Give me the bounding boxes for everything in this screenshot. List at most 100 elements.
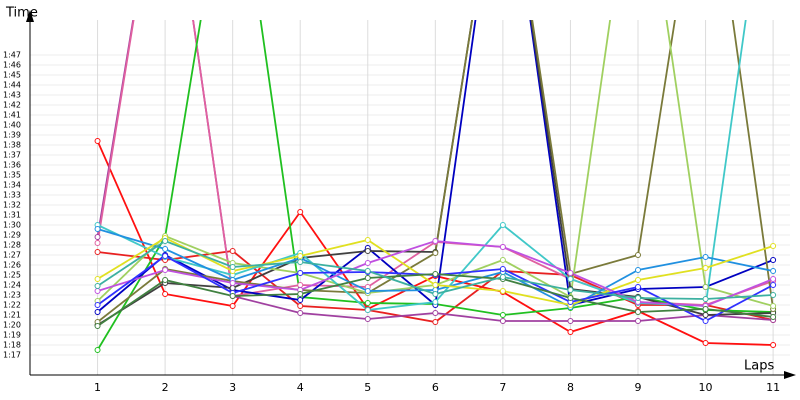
point [702, 284, 709, 290]
point [770, 243, 777, 249]
grid [30, 20, 790, 375]
x-tick-label: 10 [699, 381, 713, 394]
point [702, 254, 709, 260]
x-tick-label: 4 [297, 381, 304, 394]
point [432, 291, 439, 297]
point [702, 318, 709, 324]
point [432, 238, 439, 244]
y-tick-label: 1:21 [3, 311, 21, 320]
point [770, 282, 777, 288]
point [635, 318, 641, 324]
point [94, 138, 101, 144]
y-tick-label: 1:46 [3, 61, 21, 70]
y-tick-label: 1:36 [3, 161, 21, 170]
point [499, 257, 506, 263]
y-tick-label: 1:28 [3, 241, 21, 250]
point [297, 303, 304, 309]
point [229, 280, 236, 286]
point [94, 226, 101, 232]
point [162, 277, 169, 283]
point [364, 237, 371, 243]
y-tick-label: 1:19 [3, 331, 21, 340]
point [567, 318, 574, 324]
x-tick-label: 8 [567, 381, 574, 394]
point [94, 347, 101, 353]
point [229, 264, 236, 270]
point [94, 302, 101, 308]
point [635, 309, 641, 315]
x-tick-label: 1 [94, 381, 101, 394]
point [702, 312, 709, 318]
point [567, 287, 574, 293]
y-tick-label: 1:44 [3, 81, 21, 90]
y-tick-label: 1:25 [3, 271, 21, 280]
point [297, 259, 304, 265]
point [702, 296, 709, 302]
point [364, 288, 371, 294]
x-axis-label: Laps [744, 359, 774, 374]
point [94, 309, 101, 315]
y-tick-label: 1:47 [3, 51, 21, 60]
y-tick-label: 1:35 [3, 171, 21, 180]
x-tick-label: 11 [766, 381, 780, 394]
y-tick-label: 1:43 [3, 91, 21, 100]
point [94, 249, 101, 255]
point [770, 314, 777, 320]
point [567, 295, 574, 301]
point [364, 307, 371, 313]
point [297, 291, 304, 297]
x-tick-label: 5 [364, 381, 371, 394]
y-tick-label: 1:24 [3, 281, 21, 290]
y-tick-label: 1:31 [3, 211, 21, 220]
plot-area [94, 20, 777, 353]
point [635, 277, 641, 283]
point [770, 303, 777, 309]
point [94, 288, 101, 294]
point [770, 342, 777, 348]
x-tick-label: 7 [499, 381, 506, 394]
point [364, 316, 371, 322]
point [770, 268, 777, 274]
point [297, 270, 304, 276]
y-tick-label: 1:20 [3, 321, 21, 330]
y-tick-label: 1:39 [3, 131, 21, 140]
point [94, 323, 101, 329]
point [162, 246, 169, 252]
y-tick-label: 1:23 [3, 291, 21, 300]
y-tick-label: 1:42 [3, 101, 21, 110]
point [499, 288, 506, 294]
x-axis-arrow [784, 371, 796, 379]
y-tick-label: 1:45 [3, 71, 21, 80]
point [364, 275, 371, 281]
x-tick-label: 9 [635, 381, 642, 394]
point [364, 260, 371, 266]
point [432, 271, 439, 277]
y-tick-label: 1:29 [3, 231, 21, 240]
point [162, 238, 169, 244]
x-tick-label: 6 [432, 381, 439, 394]
point [297, 253, 304, 259]
point [162, 253, 169, 259]
y-tick-label: 1:37 [3, 151, 21, 160]
point [702, 306, 709, 312]
point [364, 248, 371, 254]
point [162, 291, 169, 297]
point [432, 299, 439, 305]
point [635, 284, 641, 290]
point [635, 252, 641, 258]
point [94, 283, 101, 289]
y-tick-label: 1:32 [3, 201, 21, 210]
y-tick-label: 1:30 [3, 221, 21, 230]
y-tick-label: 1:26 [3, 261, 21, 270]
point [432, 319, 439, 325]
point [364, 268, 371, 274]
point [297, 209, 304, 215]
point [499, 266, 506, 272]
y-tick-label: 1:40 [3, 121, 21, 130]
y-tick-label: 1:38 [3, 141, 21, 150]
point [702, 340, 709, 346]
y-tick-label: 1:41 [3, 111, 21, 120]
point [432, 282, 439, 288]
x-tick-label: 3 [229, 381, 236, 394]
